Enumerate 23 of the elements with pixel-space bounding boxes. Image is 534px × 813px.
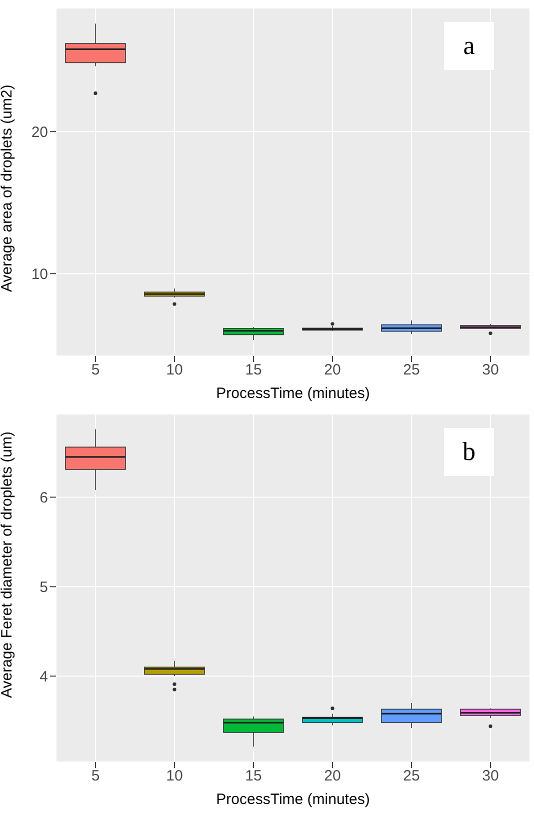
annotation: a (444, 22, 494, 70)
x-tick-label: 30 (482, 768, 499, 785)
x-tick-label: 5 (91, 362, 100, 379)
x-tick-label: 20 (324, 768, 341, 785)
y-axis-title: Average area of droplets (um2) (0, 84, 16, 292)
x-tick-label: 10 (166, 362, 183, 379)
annotation: b (444, 428, 494, 476)
x-tick-label: 25 (403, 768, 420, 785)
x-tick-label: 15 (245, 768, 262, 785)
y-axis-title: Average Feret diameter of droplets (um) (0, 431, 16, 698)
x-tick-label: 25 (403, 362, 420, 379)
x-axis-title: ProcessTime (minutes) (216, 385, 370, 402)
y-tick-label: 20 (31, 124, 48, 141)
y-tick-label: 4 (40, 668, 48, 686)
x-tick-label: 5 (91, 768, 100, 785)
x-axis-title: ProcessTime (minutes) (216, 791, 370, 808)
y-tick-label: 5 (40, 578, 48, 596)
y-tick-label: 10 (31, 266, 48, 283)
x-tick-label: 20 (324, 362, 341, 379)
x-tick-label: 15 (245, 362, 262, 379)
x-tick-label: 30 (482, 362, 499, 379)
x-tick-label: 10 (166, 768, 183, 785)
y-tick-label: 6 (40, 490, 48, 507)
